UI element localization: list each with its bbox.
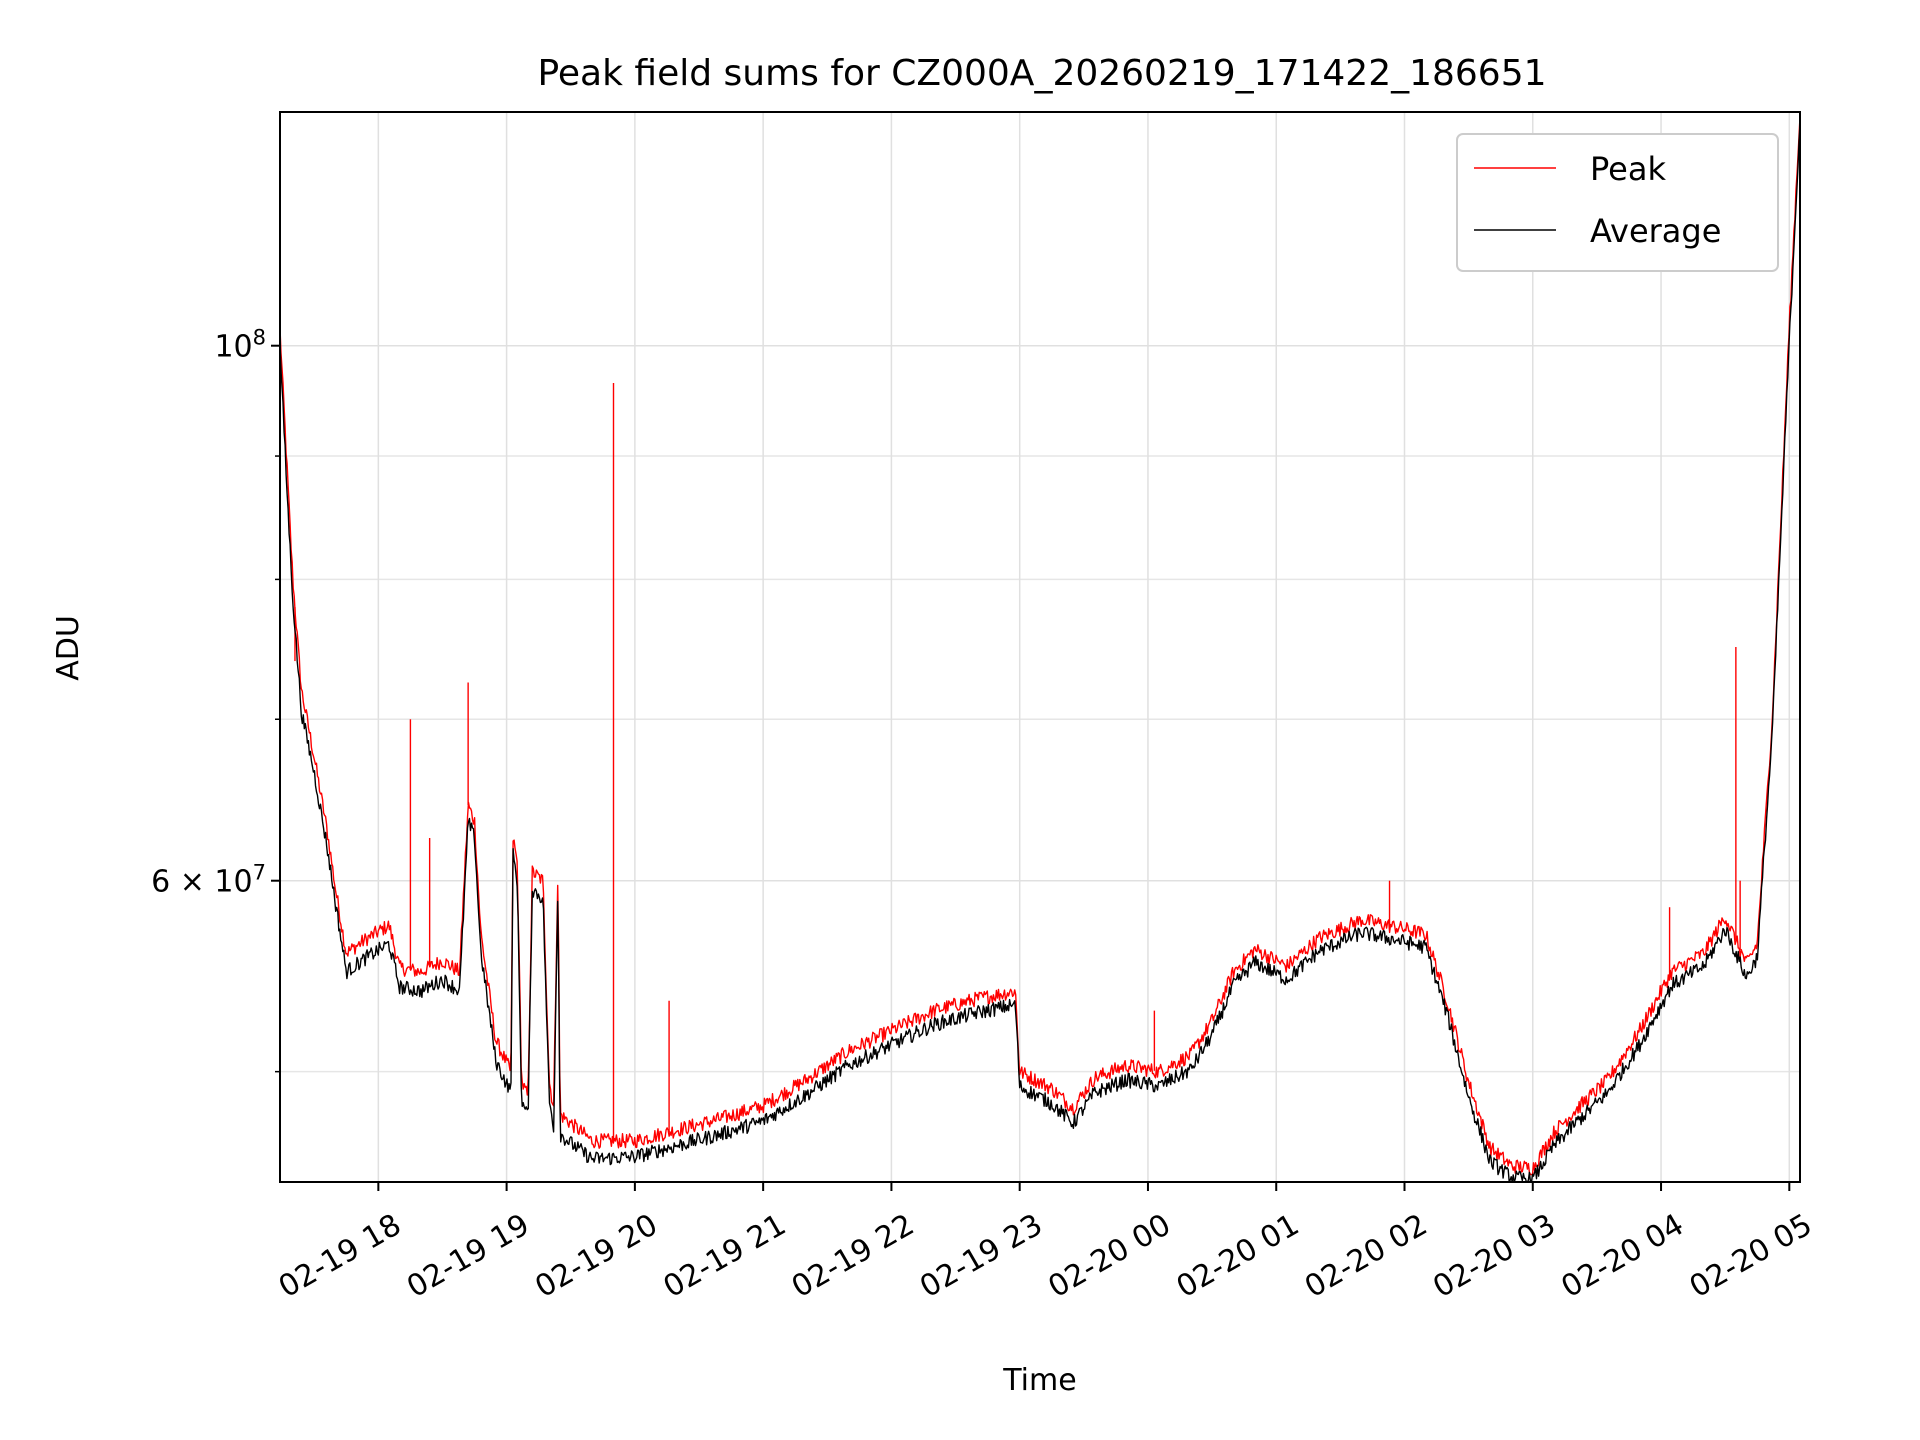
y-tick-label: 6 × 107 [151,861,266,900]
plot-frame [279,111,1801,1183]
grid [280,112,1800,1182]
x-axis-label: Time [1002,1363,1076,1398]
plot-background [280,112,1800,1182]
series-line-average [279,123,1801,1183]
series-layer [279,116,1801,1183]
chart-title: Peak field sums for CZ000A_20260219_1714… [537,53,1546,94]
legend: Peak Average [1456,133,1779,272]
legend-average-label: Average [1590,212,1721,250]
legend-peak-label: Peak [1590,150,1666,188]
y-tick-label: 108 [214,326,266,365]
y-axis-label: ADU [51,615,86,681]
